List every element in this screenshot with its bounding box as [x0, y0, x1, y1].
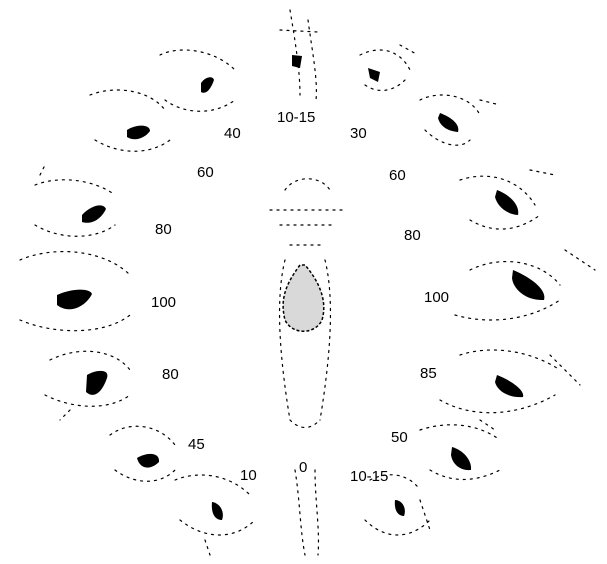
- outline-upper-left-1: [89, 89, 171, 152]
- outline-top: [279, 9, 319, 101]
- shaded-region-lower-left-1: [211, 502, 223, 520]
- shaded-region-top: [292, 55, 302, 68]
- label-right-3: 85: [420, 365, 437, 382]
- label-lower-right-2: 10-15: [350, 468, 389, 485]
- label-left-1: 80: [162, 366, 179, 383]
- outline-upper-right-1: [359, 44, 419, 92]
- label-bottom: 0: [299, 459, 308, 476]
- label-upper-right-2: 60: [389, 167, 406, 184]
- outline-left-3: [34, 164, 116, 237]
- shaded-region-upper-left-1: [127, 125, 150, 140]
- shaded-region-right-3: [495, 375, 524, 398]
- label-upper-left-1: 60: [197, 164, 214, 181]
- shaded-region-upper-left-2: [201, 77, 214, 93]
- outline-upper-left-2: [159, 49, 236, 112]
- label-lower-right-1: 50: [391, 429, 408, 446]
- outline-left-2: [19, 251, 131, 332]
- shaded-region-lower-left-2: [137, 453, 160, 468]
- label-upper-right-1: 30: [350, 125, 367, 142]
- outline-bottom: [294, 469, 320, 556]
- shaded-region-left-1: [86, 370, 108, 395]
- label-lower-left-2: 45: [188, 436, 205, 453]
- center-shaded-region: [282, 264, 325, 332]
- shaded-region-left-2: [57, 289, 92, 310]
- label-right-1: 80: [404, 227, 421, 244]
- label-right-2: 100: [424, 289, 450, 306]
- shaded-region-upper-right-2: [438, 113, 459, 132]
- label-left-2: 100: [151, 294, 177, 311]
- shaded-region-right-1: [495, 190, 519, 215]
- outline-lower-left-1: [174, 474, 256, 556]
- outline-lower-left-2: [109, 425, 176, 482]
- shaded-region-upper-right-1: [368, 68, 380, 82]
- outline-center-lower: [278, 259, 332, 429]
- outline-right-2: [454, 249, 596, 321]
- shaded-region-lower-right-1: [451, 447, 472, 471]
- outline-left-1: [44, 350, 131, 421]
- outline-lower-right-1: [419, 419, 501, 481]
- shaded-region-right-2: [512, 270, 545, 301]
- label-left-3: 80: [155, 221, 172, 238]
- label-lower-left-1: 10: [240, 467, 257, 484]
- shaded-region-lower-right-2: [394, 500, 405, 516]
- outline-upper-right-2: [419, 94, 501, 146]
- outline-right-1: [459, 169, 556, 230]
- outline-lower-right-2: [364, 474, 431, 536]
- label-upper-left-2: 40: [224, 125, 241, 142]
- label-top: 10-15: [277, 109, 316, 126]
- shaded-region-left-3: [82, 205, 106, 223]
- outline-center-upper: [269, 178, 346, 246]
- outline-right-3: [439, 349, 581, 414]
